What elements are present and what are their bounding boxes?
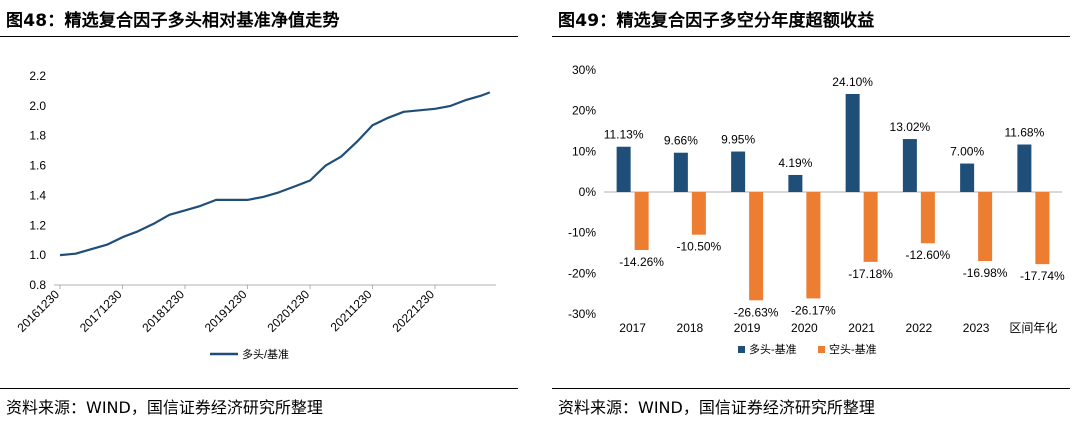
short-bar	[863, 192, 878, 262]
y-tick-label: 20%	[572, 104, 596, 118]
long-bar	[788, 174, 803, 192]
x-tick-label: 20211230	[328, 287, 375, 334]
data-label: 9.95%	[721, 133, 755, 147]
data-label: -26.17%	[791, 303, 836, 317]
x-category-label: 2017	[619, 321, 646, 335]
data-label: -17.74%	[1020, 269, 1065, 283]
y-tick-label: 30%	[572, 63, 596, 77]
data-label: 9.66%	[664, 134, 698, 148]
y-tick-label: 1.2	[29, 218, 46, 232]
data-label: -14.26%	[619, 255, 664, 269]
long-bar	[960, 163, 975, 192]
x-tick-label: 20191230	[202, 287, 250, 335]
y-tick-label: -30%	[568, 307, 596, 321]
short-bar	[978, 192, 993, 262]
x-tick-label: 20161230	[14, 287, 62, 335]
chart-title: 图48：精选复合因子多头相对基准净值走势	[6, 11, 340, 31]
nav-series-line	[59, 91, 491, 257]
legend-label: 多头-基准	[749, 342, 797, 356]
long-bar	[731, 151, 746, 192]
data-label: 13.02%	[890, 120, 931, 134]
legend-label: 多头/基准	[242, 347, 289, 361]
right-panel: 图49：精选复合因子多空分年度超额收益 30% 20% 10% 0% -10% -20% -…	[552, 0, 1080, 431]
x-category-label: 2020	[791, 321, 818, 335]
title-divider	[0, 36, 518, 37]
long-bar	[845, 93, 860, 192]
y-tick-label: 1.4	[29, 188, 46, 202]
title-divider	[552, 36, 1070, 37]
long-bar	[902, 139, 917, 192]
long-bar	[616, 146, 631, 192]
source-divider	[552, 388, 1070, 389]
x-category-label: 2023	[963, 321, 990, 335]
source-divider	[0, 388, 518, 389]
x-category-label: 区间年化	[1009, 321, 1057, 335]
x-category-label: 2018	[677, 321, 704, 335]
y-tick-label: -20%	[568, 266, 596, 280]
long-bar	[1017, 144, 1032, 192]
legend-label: 空头-基准	[829, 342, 877, 356]
y-tick-label: 1.0	[29, 248, 46, 262]
y-tick-label: 10%	[572, 144, 596, 158]
left-panel: 图48：精选复合因子多头相对基准净值走势 2.2 2.0 1.8 1.6 1.4 1.2 1…	[0, 0, 528, 431]
x-tick-label: 20181230	[139, 287, 187, 335]
short-bar	[634, 192, 649, 250]
short-bar	[1035, 192, 1050, 265]
y-tick-label: -10%	[568, 226, 596, 240]
data-label: 7.00%	[950, 145, 984, 159]
data-label: 11.68%	[1004, 126, 1044, 140]
legend-swatch	[818, 346, 825, 353]
x-tick-label: 20201230	[265, 287, 313, 335]
x-tick-label: 20221230	[389, 287, 437, 335]
data-label: -26.63%	[734, 305, 779, 319]
data-label: -10.50%	[677, 240, 722, 254]
x-category-label: 2019	[734, 321, 761, 335]
legend-swatch	[738, 346, 745, 353]
excess-return-bar-chart: 30% 20% 10% 0% -10% -20% -30% 2017 2018 2019 2020 2…	[568, 63, 1065, 356]
source-note: 资料来源：WIND，国信证券经济研究所整理	[6, 398, 323, 417]
x-category-label: 2021	[848, 321, 875, 335]
y-tick-label: 0%	[579, 185, 597, 199]
data-label: 11.13%	[604, 128, 644, 142]
long-bar	[673, 152, 688, 192]
source-note: 资料来源：WIND，国信证券经济研究所整理	[558, 398, 875, 417]
data-label: -12.60%	[906, 248, 951, 262]
data-label: -17.18%	[848, 267, 893, 281]
short-bar	[691, 192, 706, 235]
chart-title: 图49：精选复合因子多空分年度超额收益	[558, 11, 875, 31]
short-bar	[806, 192, 821, 299]
x-tick-label: 20171230	[77, 287, 125, 335]
data-label: 24.10%	[832, 75, 873, 89]
y-tick-label: 2.2	[29, 69, 46, 83]
x-category-label: 2022	[906, 321, 933, 335]
data-label: -16.98%	[963, 266, 1008, 280]
data-label: 4.19%	[778, 156, 812, 170]
short-bar	[749, 192, 764, 301]
short-bar	[920, 192, 935, 244]
y-tick-label: 0.8	[29, 278, 46, 292]
y-tick-label: 2.0	[29, 99, 46, 113]
y-tick-label: 1.6	[29, 159, 46, 173]
y-tick-label: 1.8	[29, 129, 46, 143]
